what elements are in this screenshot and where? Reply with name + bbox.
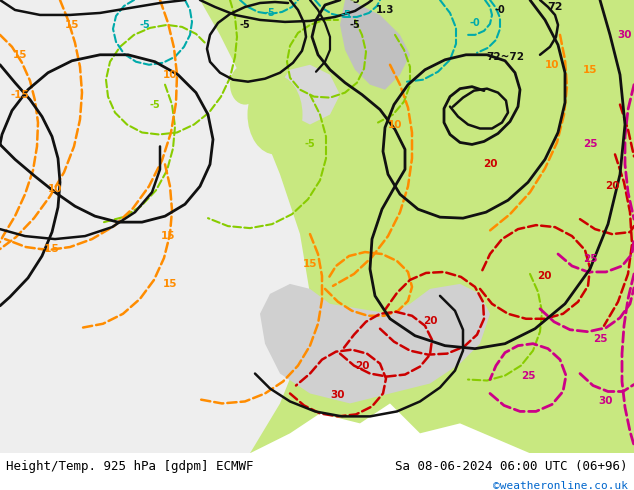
Text: 20: 20 [355, 361, 369, 370]
Polygon shape [0, 0, 190, 274]
Text: 30: 30 [331, 391, 346, 400]
Text: -5: -5 [304, 140, 315, 149]
Text: 25: 25 [583, 254, 597, 264]
Polygon shape [260, 284, 490, 403]
Text: 72~72: 72~72 [486, 52, 524, 62]
Text: -0: -0 [495, 5, 505, 15]
Text: 15: 15 [583, 65, 597, 75]
Text: 15: 15 [65, 20, 79, 30]
Text: Height/Temp. 925 hPa [gdpm] ECMWF: Height/Temp. 925 hPa [gdpm] ECMWF [6, 460, 254, 473]
Text: -5: -5 [340, 10, 351, 20]
Text: 10: 10 [163, 70, 178, 80]
Text: -0: -0 [470, 18, 481, 28]
Text: 10: 10 [48, 184, 62, 194]
Text: 25: 25 [583, 140, 597, 149]
Text: ©weatheronline.co.uk: ©weatheronline.co.uk [493, 481, 628, 490]
Text: 10: 10 [388, 120, 402, 129]
Text: -5: -5 [349, 20, 360, 30]
Ellipse shape [247, 74, 302, 154]
Polygon shape [0, 0, 310, 453]
Text: -15: -15 [41, 244, 60, 254]
Polygon shape [340, 0, 410, 90]
Polygon shape [278, 65, 340, 124]
Text: 15: 15 [13, 50, 27, 60]
Text: -15: -15 [11, 90, 29, 99]
Text: -5: -5 [264, 8, 275, 18]
Text: -5: -5 [139, 20, 150, 30]
Text: 30: 30 [598, 396, 613, 406]
Ellipse shape [230, 65, 260, 104]
Text: -5: -5 [150, 99, 160, 110]
Text: 15: 15 [303, 259, 317, 269]
Polygon shape [0, 0, 634, 453]
Text: 15: 15 [161, 231, 175, 241]
Text: Sa 08-06-2024 06:00 UTC (06+96): Sa 08-06-2024 06:00 UTC (06+96) [395, 460, 628, 473]
Text: 20: 20 [605, 181, 619, 191]
Text: -3: -3 [349, 0, 360, 5]
Text: 10: 10 [545, 60, 559, 70]
Text: 20: 20 [423, 316, 437, 326]
Text: 20: 20 [482, 159, 497, 170]
Text: 72: 72 [547, 2, 563, 12]
Text: 1.3: 1.3 [376, 5, 394, 15]
Text: -5: -5 [240, 20, 250, 30]
Text: 25: 25 [521, 370, 535, 381]
Text: 20: 20 [537, 271, 551, 281]
Text: 15: 15 [163, 279, 178, 289]
Text: 25: 25 [593, 334, 607, 343]
Text: 30: 30 [618, 30, 632, 40]
